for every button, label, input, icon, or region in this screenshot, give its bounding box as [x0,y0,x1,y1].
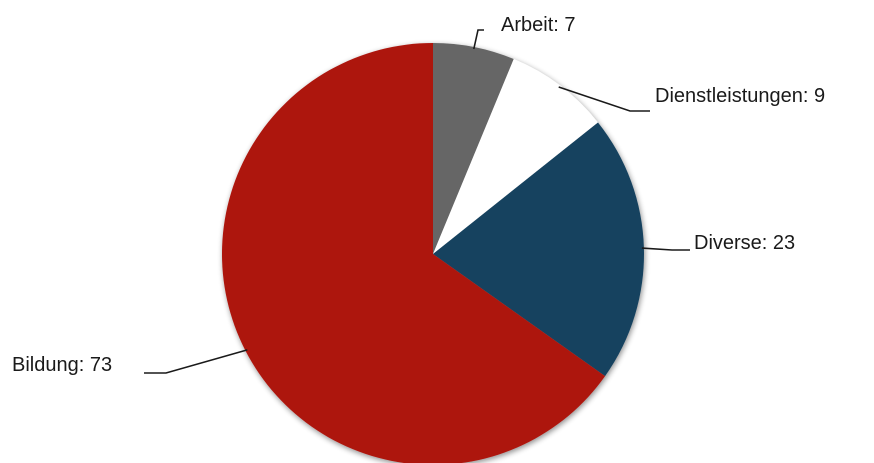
data-label-arbeit: Arbeit: 7 [501,14,575,36]
data-label-diverse: Diverse: 23 [694,232,795,254]
pie-slices [222,43,644,463]
data-label-bildung: Bildung: 73 [12,354,112,376]
leader-line-bildung [144,350,247,373]
data-label-dienstleistungen: Dienstleistungen: 9 [655,85,825,107]
leader-line-arbeit [474,30,484,49]
leader-line-diverse [642,248,690,250]
